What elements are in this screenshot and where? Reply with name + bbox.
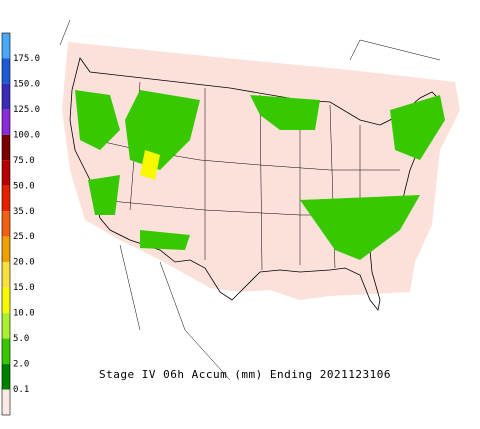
legend-swatch (2, 313, 10, 339)
legend-label: 2.0 (13, 360, 29, 370)
precipitation (75, 90, 445, 260)
legend-swatch (2, 262, 10, 288)
legend-swatch (2, 364, 10, 390)
legend-swatch (2, 33, 10, 59)
legend-swatch (2, 211, 10, 237)
legend-label: 25.0 (13, 232, 35, 242)
legend-frame (1, 32, 11, 416)
legend-label: 0.1 (13, 385, 29, 395)
legend-swatch (2, 338, 10, 365)
legend-label: 75.0 (13, 156, 35, 166)
legend-swatch (2, 287, 10, 314)
legend-swatch (2, 236, 10, 263)
borders (59, 19, 441, 381)
legend-label: 125.0 (13, 105, 40, 115)
legend-swatch (2, 109, 10, 135)
legend-swatch (2, 160, 10, 186)
legend-label: 100.0 (13, 130, 40, 140)
legend-label: 35.0 (13, 207, 35, 217)
color-legend: 175.0 150.0 125.0 100.0 75.0 50.0 35.0 25.0 20.0… (1, 32, 40, 416)
legend-label: 5.0 (13, 334, 29, 344)
legend-label: 20.0 (13, 258, 35, 268)
legend-swatch (2, 134, 10, 161)
legend-swatch (2, 389, 10, 415)
legend-label: 150.0 (13, 79, 40, 89)
legend-swatch (2, 58, 10, 84)
legend-label: 15.0 (13, 283, 35, 293)
map-title: Stage IV 06h Accum (mm) Ending 202112310… (99, 368, 391, 381)
legend-swatch (2, 83, 10, 110)
legend-label: 175.0 (13, 54, 40, 64)
legend-label: 10.0 (13, 309, 35, 319)
legend-label: 50.0 (13, 181, 35, 191)
legend-swatch (2, 185, 10, 212)
